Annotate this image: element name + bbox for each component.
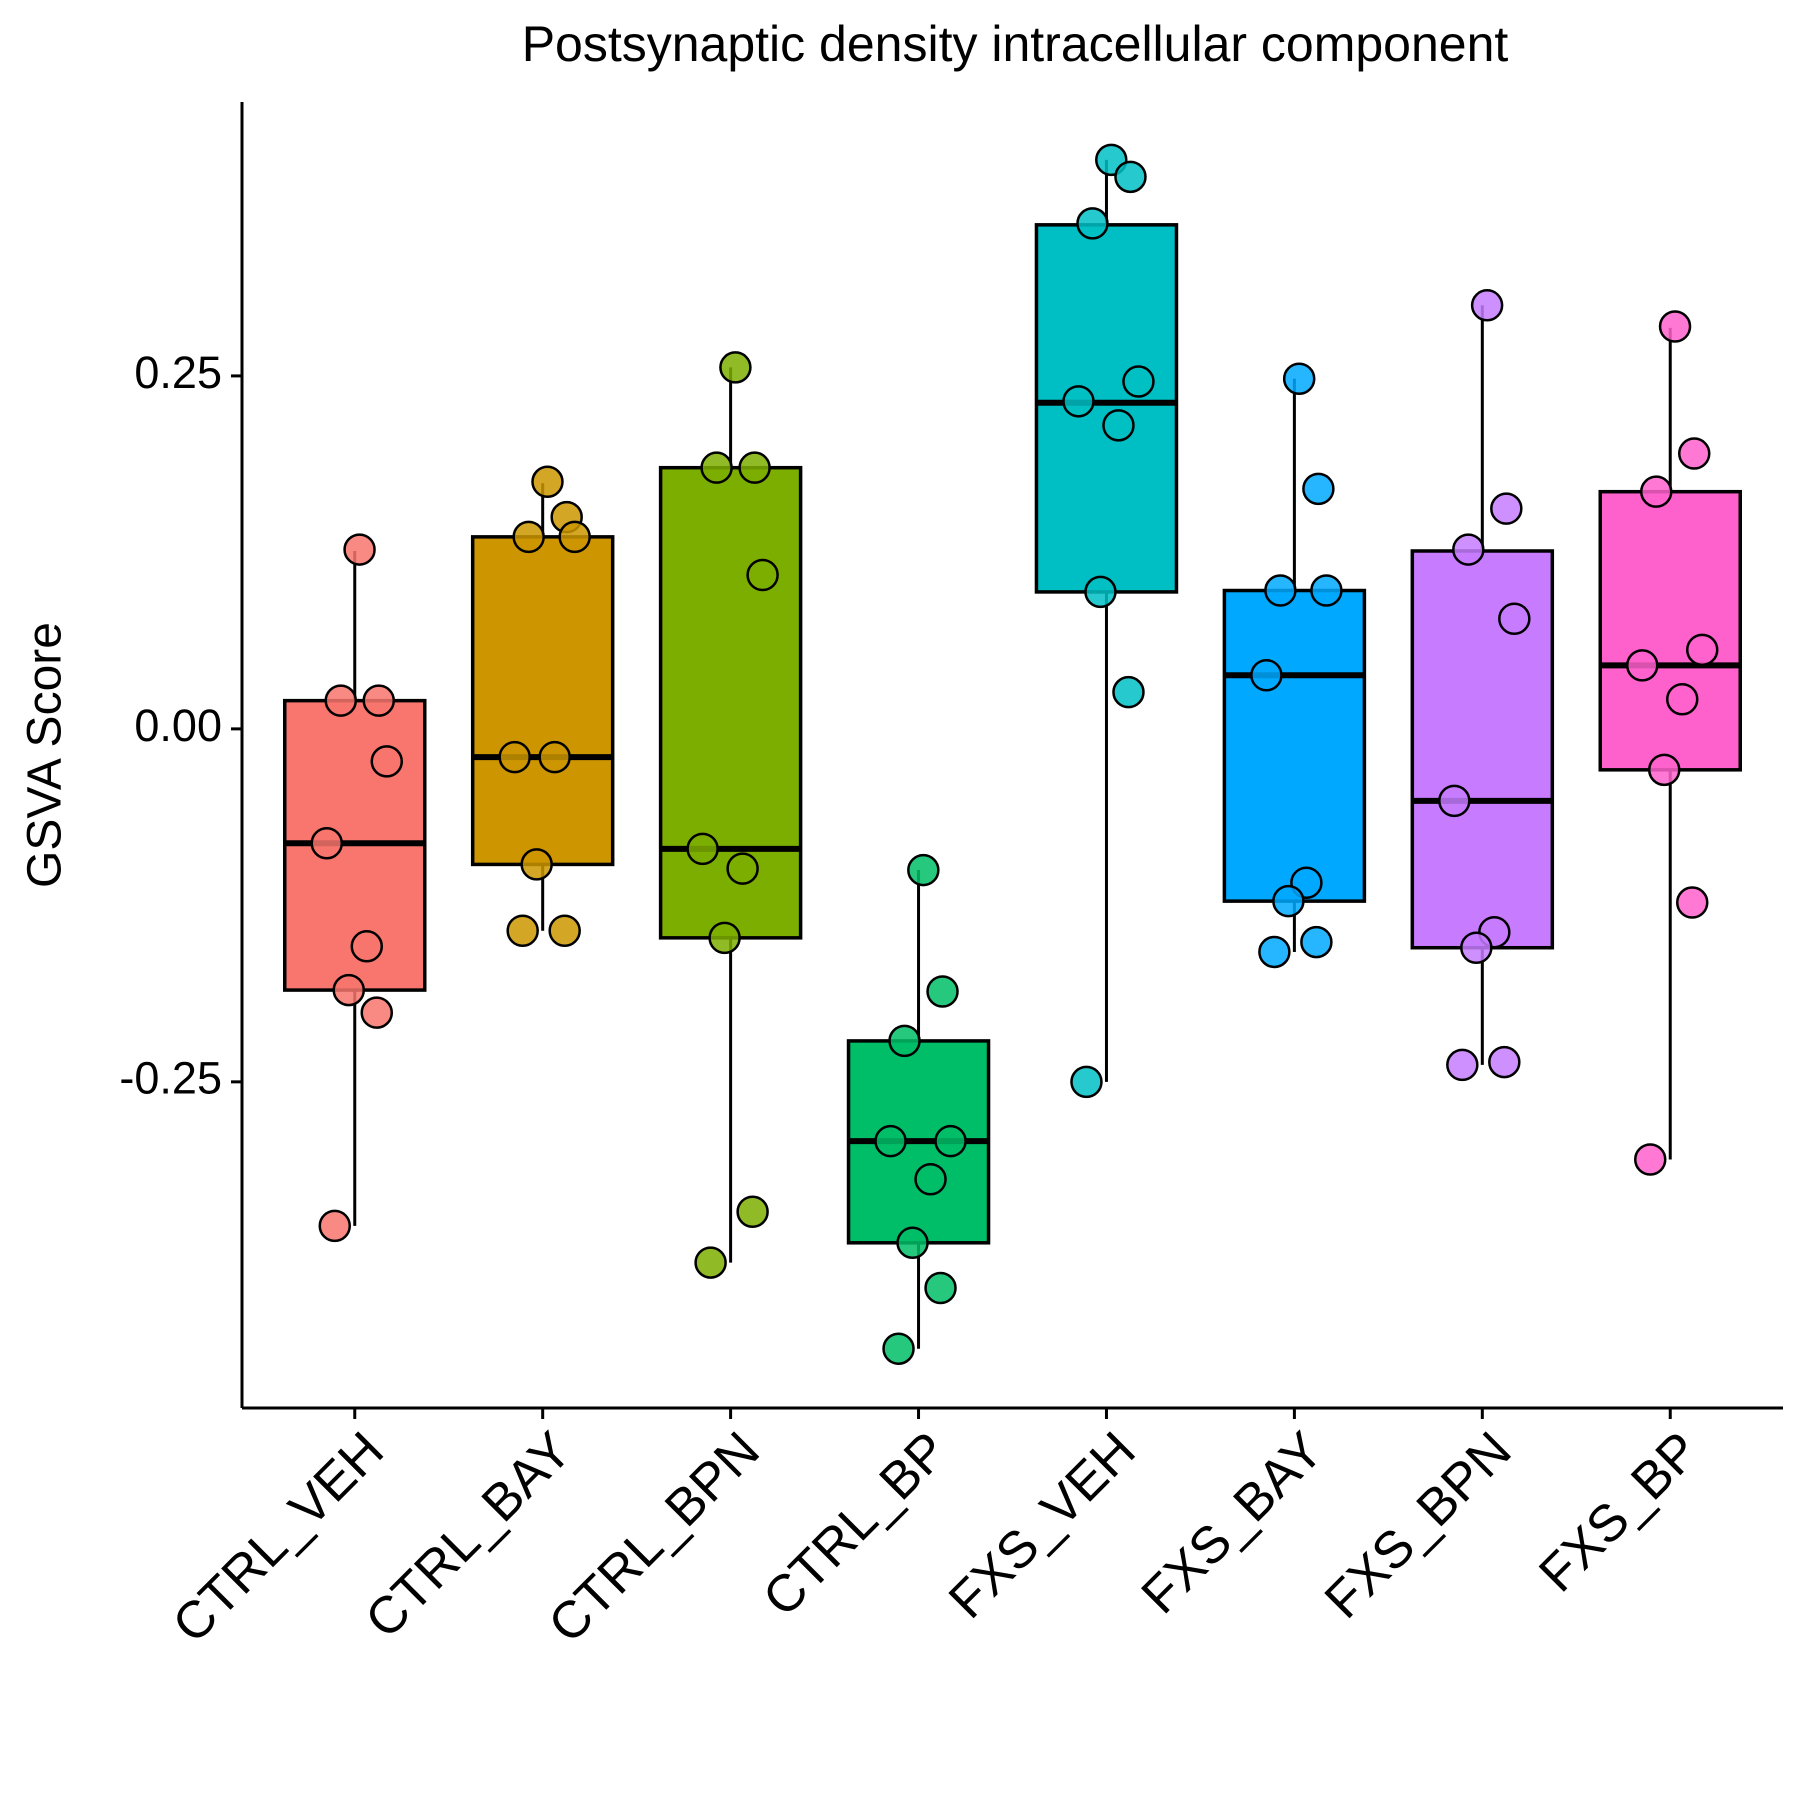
point — [708, 921, 741, 955]
point — [350, 930, 384, 963]
x-tick-label: FXS_BAY — [1131, 1421, 1335, 1625]
x-tick-label: FXS_BPN — [1314, 1421, 1523, 1630]
point — [896, 1226, 929, 1260]
point — [538, 740, 571, 774]
point — [520, 848, 553, 881]
point — [1685, 633, 1719, 667]
point — [882, 1332, 915, 1365]
x-tick-label: CTRL_VEH — [162, 1421, 395, 1654]
point — [1102, 409, 1135, 442]
point — [1282, 362, 1316, 395]
point — [310, 826, 344, 860]
box — [1598, 489, 1742, 772]
point — [324, 684, 358, 717]
point — [548, 914, 581, 948]
point — [694, 1246, 727, 1279]
point — [1302, 472, 1335, 506]
point — [1258, 935, 1291, 969]
point — [1658, 310, 1692, 343]
point — [343, 533, 376, 566]
point — [370, 745, 404, 778]
y-tick-label: 0.00 — [134, 700, 222, 751]
point — [926, 975, 959, 1008]
point — [1272, 884, 1305, 918]
y-axis-label: GSVA Score — [19, 622, 72, 888]
box — [1410, 549, 1555, 950]
y-tick-label: -0.25 — [119, 1053, 222, 1104]
point — [1675, 886, 1709, 919]
point — [726, 852, 759, 885]
point — [1438, 784, 1471, 818]
point — [1639, 475, 1673, 508]
point — [1665, 682, 1699, 716]
point — [700, 451, 733, 484]
point — [1310, 574, 1343, 607]
point — [1084, 575, 1117, 609]
point — [1062, 385, 1095, 418]
point — [531, 465, 564, 499]
point — [318, 1209, 352, 1243]
point — [1250, 658, 1283, 692]
box — [1034, 223, 1179, 594]
x-tick-label: CTRL_BP — [752, 1421, 959, 1628]
point — [888, 1024, 921, 1058]
point — [1498, 602, 1531, 636]
box — [1222, 588, 1367, 903]
point — [1625, 649, 1659, 682]
point — [738, 451, 771, 484]
point — [1300, 925, 1333, 959]
point — [1470, 289, 1504, 322]
chart-title: Postsynaptic density intracellular compo… — [522, 16, 1509, 72]
x-tick-label: FXS_BP — [1528, 1421, 1710, 1603]
point — [907, 853, 940, 887]
point — [1677, 437, 1711, 470]
box — [470, 535, 615, 867]
point — [1070, 1065, 1103, 1099]
point — [506, 914, 539, 948]
point — [1122, 365, 1155, 398]
point — [332, 973, 366, 1007]
x-tick-label: FXS_VEH — [938, 1421, 1147, 1630]
point — [1452, 533, 1485, 566]
point — [512, 520, 545, 554]
point — [1490, 492, 1523, 525]
y-tick-label: 0.25 — [134, 347, 222, 398]
point — [1264, 574, 1297, 607]
point — [1647, 753, 1681, 787]
point — [498, 740, 531, 774]
point — [1460, 931, 1493, 964]
point — [924, 1271, 957, 1305]
point — [1446, 1048, 1479, 1082]
point — [686, 832, 719, 866]
point — [1076, 207, 1109, 240]
point — [934, 1124, 967, 1158]
point — [1633, 1143, 1667, 1176]
point — [558, 520, 591, 554]
point — [1112, 675, 1145, 709]
point — [719, 351, 752, 384]
point — [360, 996, 394, 1029]
point — [1114, 160, 1147, 194]
point — [1488, 1045, 1521, 1079]
point — [362, 684, 396, 717]
point — [746, 558, 779, 592]
point — [874, 1124, 907, 1158]
point — [736, 1195, 769, 1228]
point — [914, 1163, 947, 1196]
